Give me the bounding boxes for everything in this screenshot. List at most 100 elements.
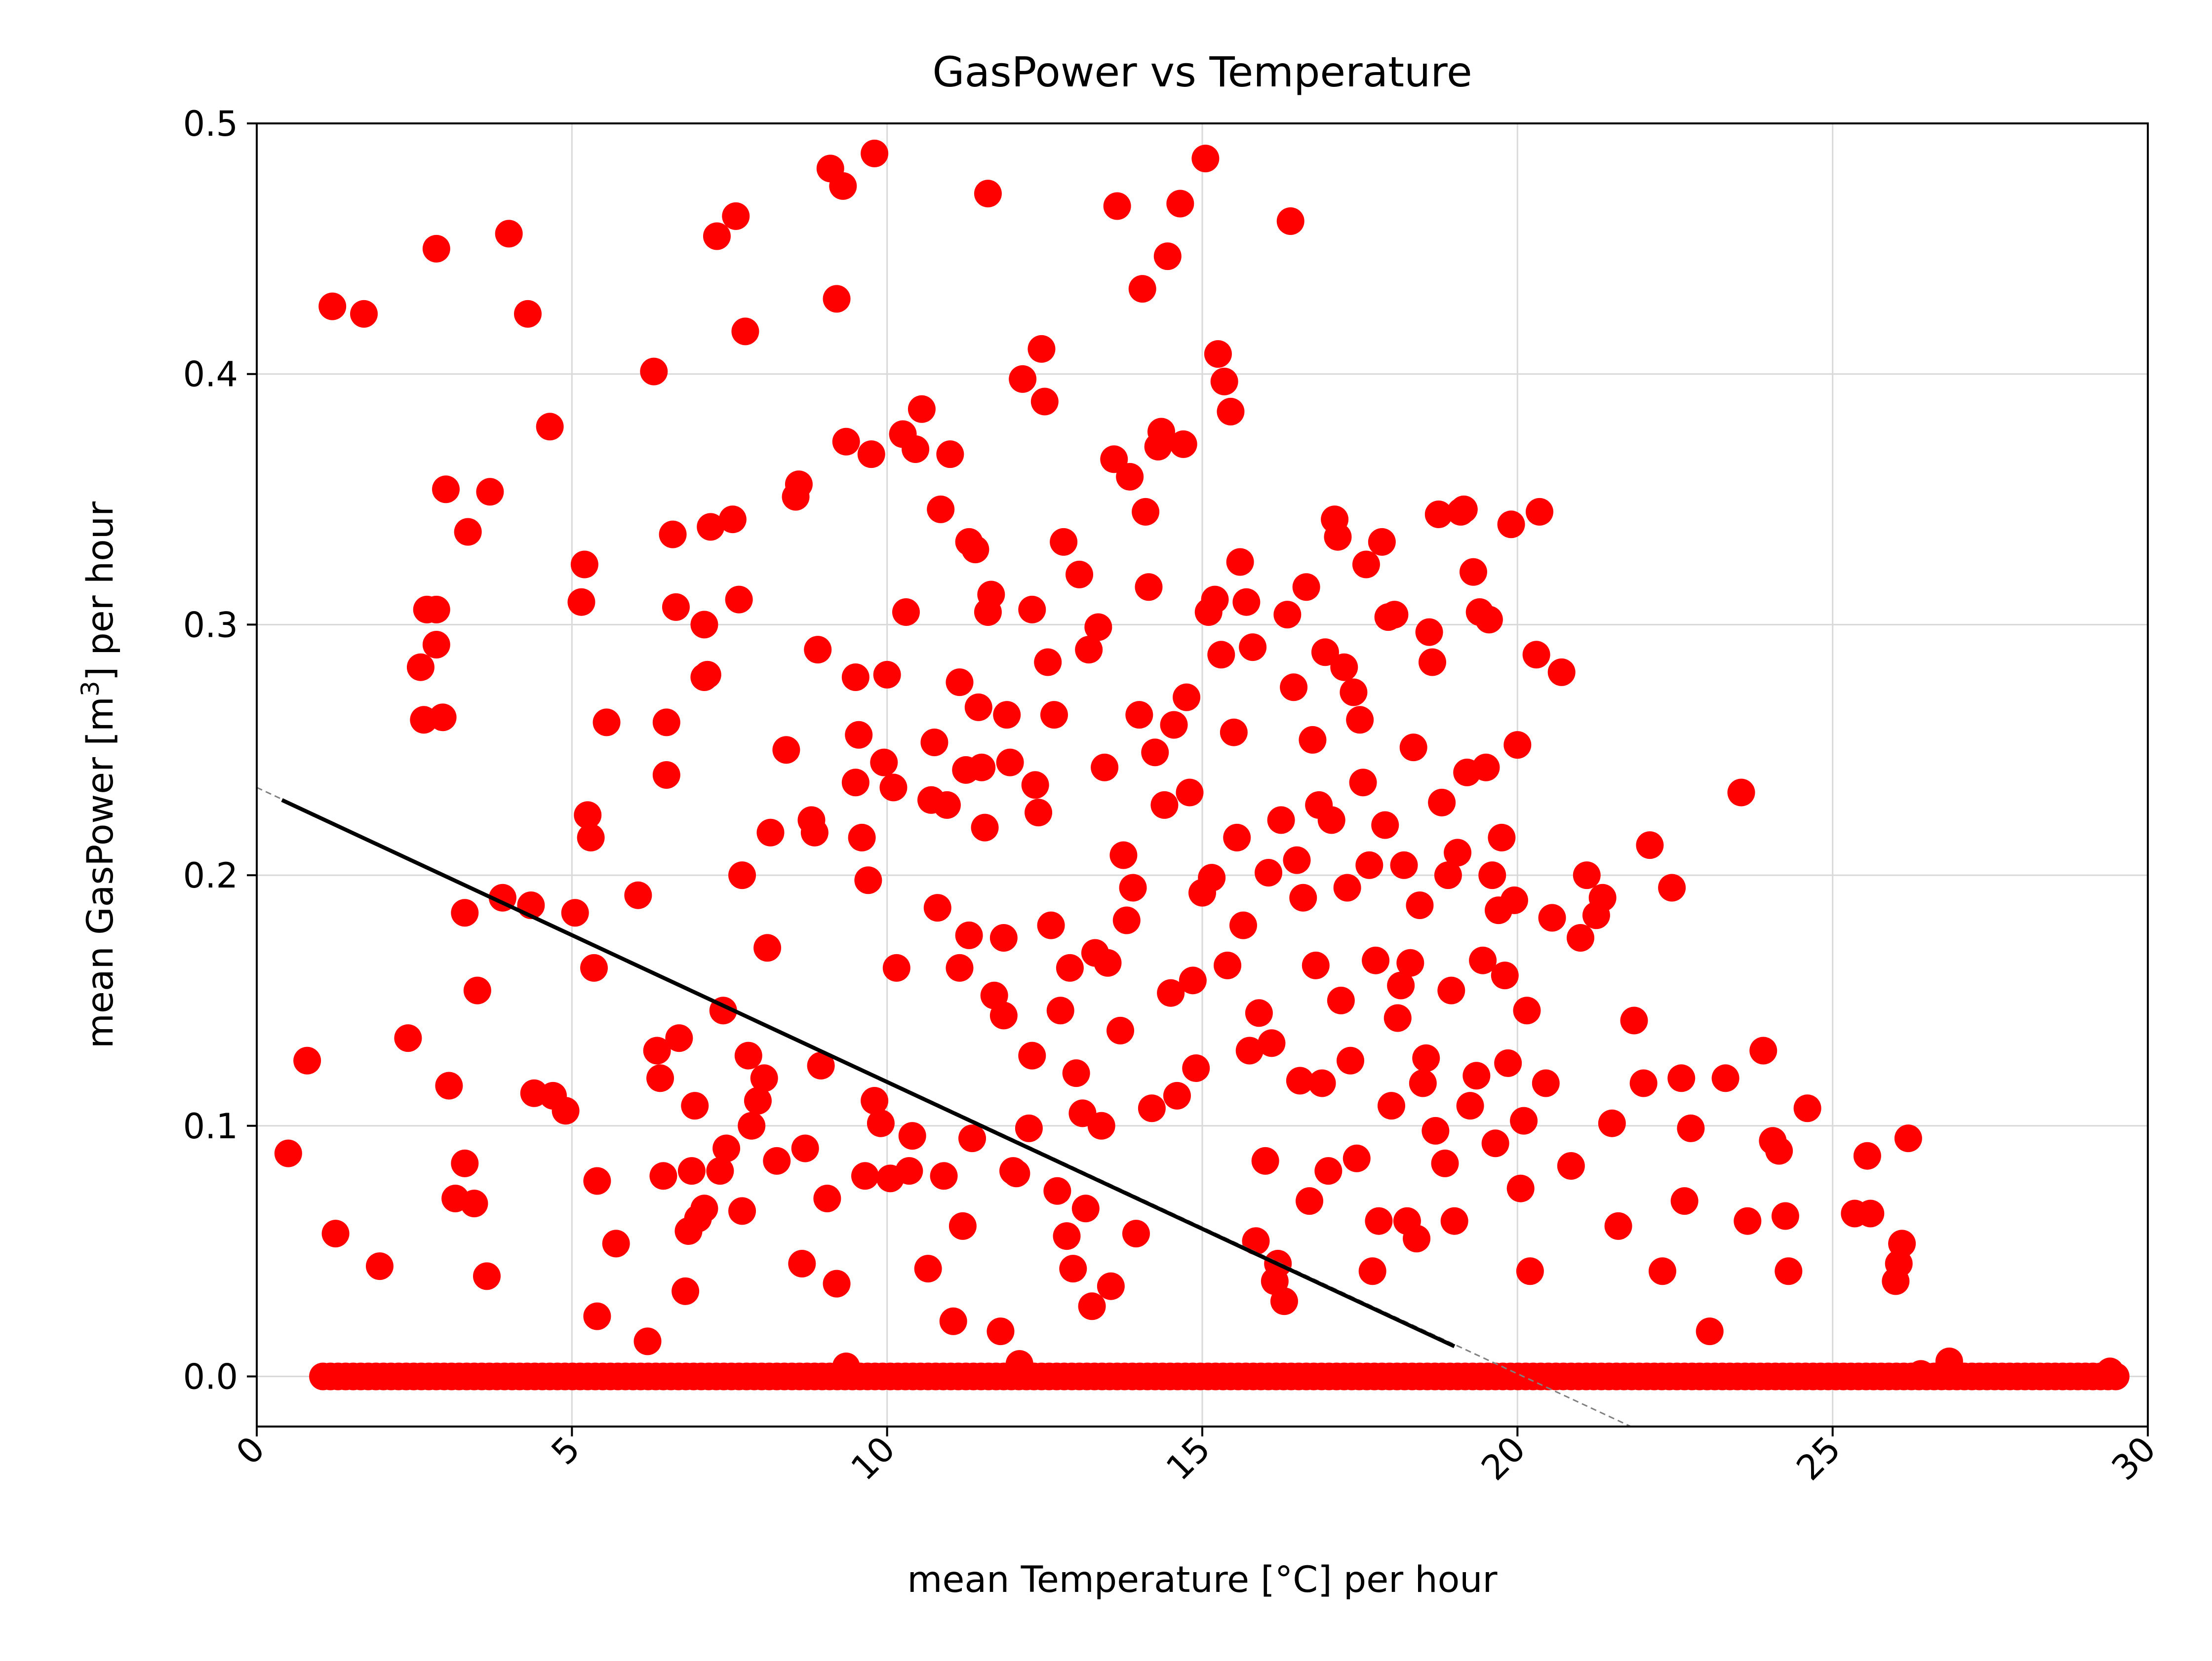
data-point — [1242, 1227, 1270, 1255]
data-point — [1598, 1109, 1626, 1137]
data-point — [1355, 851, 1383, 879]
data-point — [1207, 641, 1235, 669]
data-point — [1422, 1117, 1450, 1145]
data-point — [1340, 678, 1368, 706]
data-point — [1210, 367, 1238, 395]
data-point — [791, 1134, 819, 1162]
y-axis-label: mean GasPower [m3] per hour — [76, 501, 121, 1048]
data-point — [1522, 641, 1550, 669]
data-point — [1163, 1082, 1191, 1110]
data-point — [1547, 658, 1576, 686]
data-point — [971, 813, 999, 842]
data-point — [1015, 1114, 1043, 1142]
data-point — [753, 934, 782, 962]
data-point — [1311, 638, 1339, 666]
data-point — [728, 861, 756, 889]
data-point — [1349, 769, 1377, 797]
data-point — [1749, 1037, 1778, 1065]
data-point — [1494, 1049, 1522, 1077]
data-point — [451, 899, 479, 927]
data-point — [1179, 966, 1207, 995]
data-point — [1526, 498, 1554, 526]
data-point — [422, 595, 450, 623]
data-point — [1418, 648, 1446, 676]
data-point — [725, 585, 753, 614]
data-point — [1125, 701, 1153, 729]
data-point — [1481, 1129, 1509, 1158]
data-point — [961, 536, 989, 564]
data-point — [1292, 573, 1320, 601]
data-point — [690, 611, 718, 639]
regression-line — [281, 798, 1456, 1349]
data-point — [1327, 986, 1355, 1014]
data-point — [1853, 1142, 1881, 1170]
data-point — [690, 1195, 718, 1223]
data-point — [895, 1157, 923, 1185]
data-point — [1103, 192, 1131, 220]
data-point — [832, 1352, 860, 1381]
data-point — [1191, 145, 1220, 173]
data-point — [1153, 242, 1182, 270]
data-point — [832, 427, 860, 456]
data-point — [321, 1220, 350, 1248]
data-point — [1046, 997, 1074, 1025]
data-point — [927, 495, 955, 523]
data-point — [318, 292, 347, 320]
data-point — [1018, 595, 1046, 623]
data-point — [750, 1064, 778, 1092]
y-axis-label-superscript: 3 — [76, 681, 105, 696]
data-point — [662, 593, 690, 621]
data-point — [854, 866, 882, 894]
data-point — [552, 1097, 580, 1125]
data-point — [989, 1002, 1018, 1030]
data-point — [772, 736, 800, 764]
data-point — [1286, 1067, 1314, 1095]
data-point — [1573, 861, 1601, 889]
data-point — [996, 748, 1024, 776]
y-axis-label-tail: ] per hour — [79, 501, 121, 681]
data-point — [495, 220, 523, 248]
data-point — [1251, 1147, 1279, 1175]
data-point — [964, 693, 992, 721]
data-point — [583, 1302, 611, 1330]
data-point — [1025, 799, 1053, 827]
data-point — [1106, 1016, 1135, 1044]
data-point — [800, 818, 829, 847]
data-point — [677, 1157, 706, 1185]
data-point — [1387, 971, 1415, 1000]
data-point — [476, 478, 504, 506]
data-point — [1027, 335, 1056, 363]
data-point — [1856, 1199, 1885, 1228]
data-point — [813, 1185, 841, 1212]
data-point — [1434, 861, 1462, 889]
data-point — [722, 202, 750, 230]
data-point — [977, 580, 1005, 609]
data-point — [1021, 771, 1049, 799]
data-point — [1128, 275, 1156, 303]
data-point — [1056, 954, 1084, 982]
data-point — [948, 1212, 977, 1240]
y-tick-label: 0.2 — [183, 855, 238, 896]
data-point — [1062, 1059, 1090, 1087]
data-point — [693, 660, 721, 689]
data-point — [1696, 1317, 1724, 1346]
data-point — [1475, 606, 1503, 634]
data-point — [624, 881, 652, 909]
data-point — [659, 520, 687, 548]
data-point — [1201, 585, 1229, 614]
data-point — [1314, 1157, 1343, 1185]
data-point — [1711, 1064, 1739, 1092]
data-point — [602, 1230, 630, 1258]
data-point — [672, 1277, 700, 1305]
data-point — [1071, 1195, 1100, 1223]
data-point — [1488, 823, 1516, 851]
data-point — [920, 729, 948, 756]
data-point — [1450, 495, 1478, 523]
data-point — [706, 1157, 734, 1185]
data-point — [1907, 1360, 1935, 1388]
data-point — [1677, 1114, 1705, 1142]
data-point — [1557, 1152, 1585, 1180]
data-point — [955, 921, 983, 949]
data-point — [1459, 558, 1487, 586]
data-point — [429, 703, 457, 732]
